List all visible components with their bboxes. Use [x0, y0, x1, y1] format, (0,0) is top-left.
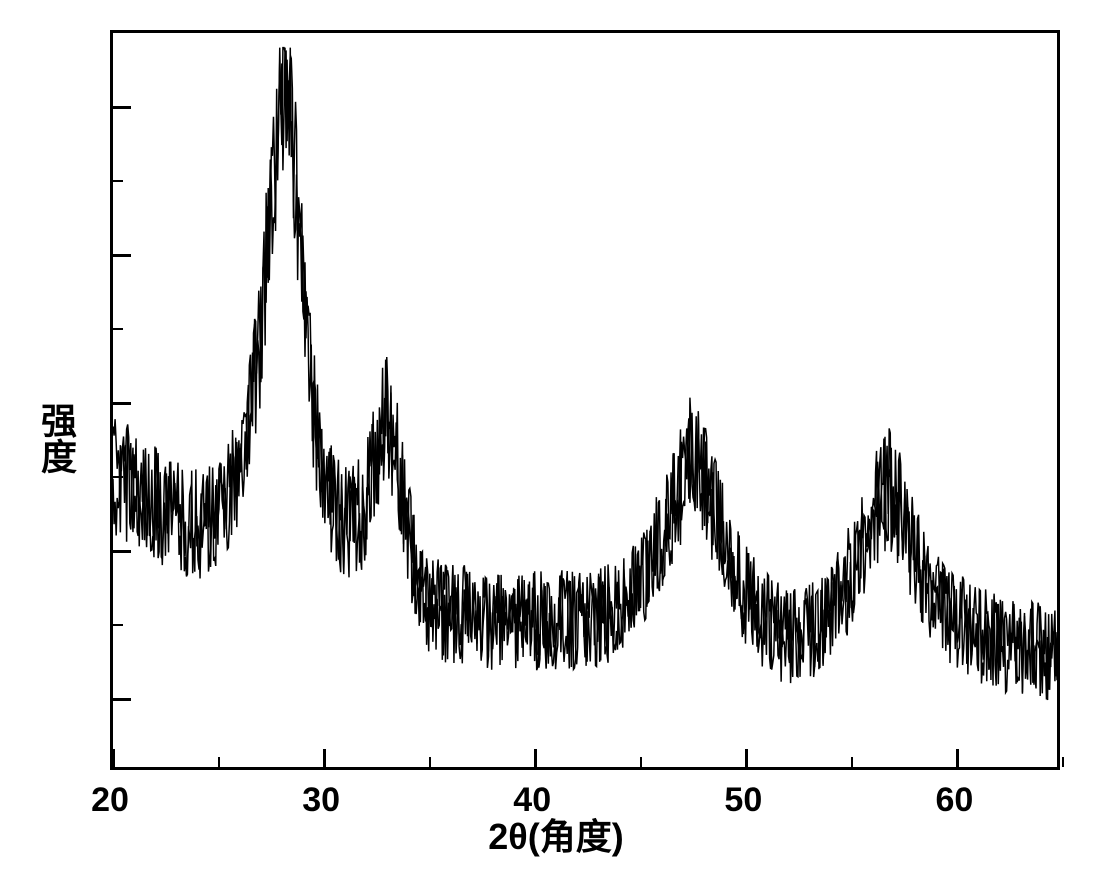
y-tick-major — [113, 550, 131, 553]
xrd-data-line — [113, 48, 1057, 700]
x-tick-major — [745, 749, 748, 767]
x-tick-minor — [429, 757, 431, 767]
y-axis-label: 强度 — [30, 402, 82, 474]
x-tick-minor — [640, 757, 642, 767]
x-tick-label: 60 — [936, 781, 974, 820]
xrd-data-curve — [113, 33, 1057, 767]
x-tick-label: 20 — [91, 781, 129, 820]
plot-area — [110, 30, 1060, 770]
y-tick-minor — [113, 180, 123, 182]
y-tick-major — [113, 254, 131, 257]
x-tick-label: 50 — [724, 781, 762, 820]
x-tick-minor — [851, 757, 853, 767]
y-tick-major — [113, 698, 131, 701]
x-tick-label: 40 — [513, 781, 551, 820]
x-tick-minor — [218, 757, 220, 767]
y-tick-major — [113, 402, 131, 405]
y-tick-minor — [113, 624, 123, 626]
xrd-chart-container: 强度 2θ(角度) 20 30 40 50 60 — [0, 0, 1112, 875]
y-tick-minor — [113, 476, 123, 478]
x-tick-major — [534, 749, 537, 767]
x-tick-major — [323, 749, 326, 767]
x-tick-major — [112, 749, 115, 767]
x-tick-label: 30 — [302, 781, 340, 820]
y-tick-major — [113, 106, 131, 109]
y-tick-minor — [113, 328, 123, 330]
x-tick-minor — [1062, 757, 1064, 767]
x-axis-label: 2θ(角度) — [488, 808, 623, 860]
x-tick-major — [956, 749, 959, 767]
